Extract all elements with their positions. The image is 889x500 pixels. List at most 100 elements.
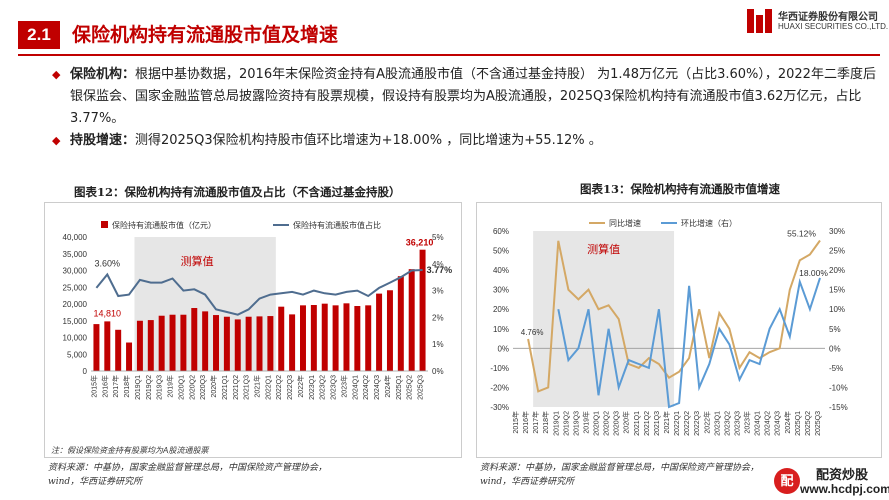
y2-tick-label: -10% — [829, 383, 848, 392]
y2-tick-label: 4% — [432, 260, 444, 269]
shaded-region-label: 测算值 — [181, 254, 214, 268]
x-tick-label: 2015年 — [89, 375, 98, 398]
bar — [223, 316, 230, 371]
y2-tick-label: 10% — [829, 305, 845, 314]
y-tick-label: 25,000 — [63, 283, 88, 292]
x-tick-label: 2023年 — [339, 375, 348, 398]
data-label: 18.00% — [799, 268, 828, 278]
legend-label: 保险持有流通股市值（亿元） — [112, 220, 216, 230]
x-tick-label: 2021年 — [662, 411, 671, 434]
bar — [115, 329, 122, 371]
chart-caption: 图表13：保险机构持有流通股市值增速 — [580, 182, 781, 196]
y-tick-label: 60% — [493, 227, 509, 236]
y-tick-label: 0% — [497, 344, 509, 353]
y-tick-label: -20% — [490, 383, 509, 392]
x-tick-label: 2016年 — [100, 375, 109, 398]
y2-tick-label: -5% — [829, 364, 843, 373]
growth-line-chart: 测算值 60% 50% 40% 30% 20% 10% 0% -10% -20% -30% 30% 25… — [490, 218, 848, 436]
estimate-shaded-region — [533, 231, 675, 407]
page-title: 保险机构持有流通股市值及增速 — [72, 24, 339, 46]
x-tick-label: 2020Q3 — [200, 375, 207, 400]
x-tick-label: 2019Q2 — [146, 375, 153, 400]
bar — [93, 324, 100, 371]
watermark: 配 配资炒股 www.hcdpj.com — [774, 462, 889, 500]
y2-tick-label: 5% — [432, 233, 444, 242]
x-tick-label: 2022年 — [702, 411, 711, 434]
x-tick-label: 2023Q3 — [331, 375, 338, 400]
x-tick-label: 2021Q2 — [233, 375, 240, 400]
bar — [191, 308, 198, 371]
bullet-text: 测得2025Q3保险机构持股市值环比增速为+18.00% ，同比增速为+55.1… — [135, 133, 602, 148]
bar — [278, 306, 285, 371]
x-tick-label: 2024Q3 — [374, 375, 381, 400]
bar — [408, 269, 415, 371]
y2-tick-label: 15% — [829, 286, 845, 295]
x-tick-label: 2018年 — [122, 375, 131, 398]
data-label: 55.12% — [787, 229, 816, 239]
x-tick-label: 2022Q2 — [276, 375, 283, 400]
bar — [158, 315, 165, 371]
y-tick-label: 15,000 — [63, 317, 88, 326]
y2-tick-label: 25% — [829, 247, 845, 256]
x-tick-label: 2019Q3 — [573, 411, 580, 436]
bar — [104, 321, 111, 371]
x-tick-label: 2020年 — [209, 375, 218, 398]
share-line — [95, 269, 423, 316]
bar — [343, 303, 350, 371]
x-tick-label: 2019Q1 — [553, 411, 560, 436]
x-tick-label: 2024Q2 — [363, 375, 370, 400]
watermark-url: www.hcdpj.com — [800, 482, 889, 496]
chart-note: 注：假设保险资金持有股票均为A股流通股票 — [51, 446, 210, 455]
x-tick-label: 2024年 — [783, 411, 792, 434]
x-tick-label: 2021Q1 — [634, 411, 641, 436]
bar — [267, 316, 274, 371]
yoy-growth-line — [527, 239, 821, 393]
x-tick-label: 2023Q1 — [309, 375, 316, 400]
bar — [245, 316, 252, 371]
y2-tick-label: 0% — [432, 367, 444, 376]
x-tick-label: 2017年 — [111, 375, 120, 398]
data-label: 4.76% — [521, 328, 544, 337]
x-tick-label: 2025Q1 — [795, 411, 802, 436]
bullet-item: ◆ 保险机构：根据中基协数据，2016年末保险资金持有A股流通股市值（不含通过基金… — [52, 64, 882, 130]
bar — [180, 314, 187, 371]
chart-source: 资料来源：中基协，国家金融监督管理总局，中国保险资产管理协会， wind，华西证… — [480, 463, 760, 487]
section-number: 2.1 — [18, 21, 60, 49]
bar — [289, 314, 296, 371]
bar — [321, 303, 328, 371]
y-tick-label: -10% — [490, 364, 509, 373]
x-tick-label: 2025Q2 — [805, 411, 812, 436]
bar — [354, 306, 361, 371]
y-tick-label: 0 — [83, 367, 88, 376]
chart-source: 资料来源：中基协，国家金融监督管理总局，中国保险资产管理协会， wind，华西证… — [48, 463, 328, 487]
y2-tick-label: 0% — [829, 344, 841, 353]
x-tick-label: 2025Q3 — [418, 375, 425, 400]
x-tick-label: 2022Q2 — [684, 411, 691, 436]
x-tick-label: 2024Q3 — [775, 411, 782, 436]
x-tick-label: 2018年 — [541, 411, 550, 434]
y-tick-label: 10,000 — [63, 334, 88, 343]
x-tick-label: 2024Q1 — [755, 411, 762, 436]
x-tick-label: 2020Q2 — [189, 375, 196, 400]
watermark-logo-icon: 配 — [774, 468, 800, 494]
bar — [202, 311, 209, 371]
y2-tick-label: 30% — [829, 227, 845, 236]
x-tick-label: 2022Q1 — [674, 411, 681, 436]
x-tick-label: 2025Q1 — [396, 375, 403, 400]
y-tick-label: 50% — [493, 247, 509, 256]
brand-name-cn: 华西证券股份有限公司 — [778, 12, 878, 23]
x-tick-label: 2020Q1 — [178, 375, 185, 400]
x-tick-label: 2021Q3 — [654, 411, 661, 436]
y2-tick-label: 3% — [432, 287, 444, 296]
x-tick-label: 2024Q2 — [765, 411, 772, 436]
bar — [310, 305, 317, 371]
diamond-bullet-icon: ◆ — [52, 68, 61, 81]
x-tick-label: 2019Q1 — [135, 375, 142, 400]
data-label: 36,210 — [406, 238, 434, 248]
legend-label: 同比增速 — [609, 218, 641, 228]
x-tick-label: 2019Q3 — [157, 375, 164, 400]
x-tick-label: 2019年 — [166, 375, 175, 398]
qoq-growth-line — [557, 277, 821, 409]
bullet-list: ◆ 保险机构：根据中基协数据，2016年末保险资金持有A股流通股市值（不含通过基金… — [52, 64, 882, 152]
x-tick-label: 2020Q3 — [614, 411, 621, 436]
